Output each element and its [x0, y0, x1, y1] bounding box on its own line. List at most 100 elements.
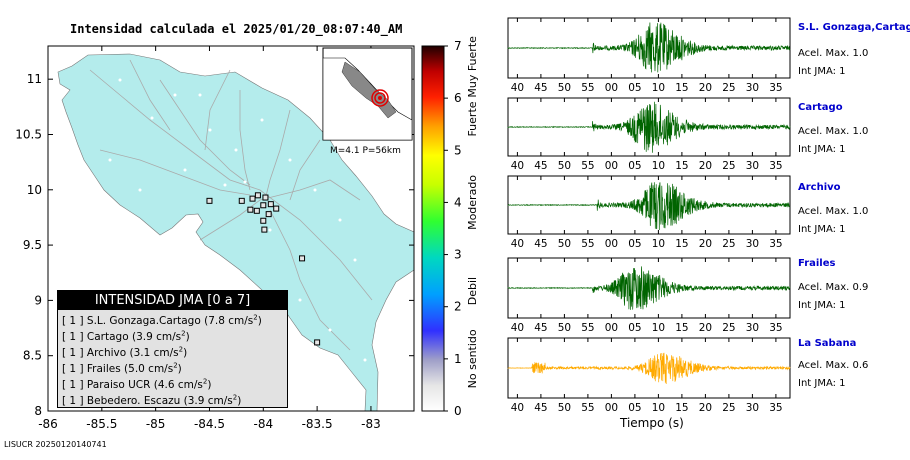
legend-level: [ 1 ]: [62, 347, 84, 359]
inset-costa-rica: [341, 61, 397, 119]
legend-unit-exponent: 2: [173, 361, 178, 370]
waveform-tick-label: 10: [652, 402, 665, 414]
waveform-tick-label: 10: [652, 238, 665, 250]
legend-station-name: Cartago: [86, 331, 132, 343]
map-x-tick-label: -83: [361, 417, 381, 431]
waveform-tick-label: 45: [534, 322, 547, 334]
station-marker: [206, 197, 213, 204]
waveform-tick-label: 25: [722, 402, 735, 414]
station-jma: Int JMA: 1: [798, 66, 846, 77]
waveform-tick-label: 45: [534, 402, 547, 414]
map-y-tick-label: 8.5: [23, 349, 42, 363]
legend-title: INTENSIDAD JMA [0 a 7]: [58, 291, 287, 310]
map-y-tick-label: 8: [34, 404, 42, 418]
map-x-tick-label: -85: [146, 417, 166, 431]
waveform-trace: [507, 22, 791, 73]
waveform-tick-label: 55: [581, 160, 594, 172]
station-marker: [267, 201, 274, 208]
legend-close-paren: ): [185, 331, 190, 343]
waveform-tick-label: 50: [558, 322, 571, 334]
map-y-tick-label: 9.5: [23, 238, 42, 252]
legend-station-name: Paraiso UCR: [86, 379, 154, 391]
legend-unit-exponent: 2: [178, 345, 184, 354]
waveform-tick-label: 55: [581, 402, 594, 414]
waveform-tick-label: 40: [511, 238, 524, 250]
waveform-tick-label: 30: [746, 82, 759, 94]
legend-accel-value: (3.9 cm/s: [131, 331, 182, 343]
colorbar-tick-label: 3: [454, 248, 462, 262]
waveform-tick-label: 50: [558, 82, 571, 94]
waveform-tick-label: 35: [769, 160, 782, 172]
station-accel: Acel. Max. 1.0: [798, 126, 869, 137]
station-name: Cartago: [798, 102, 843, 113]
legend-row: [ 1 ] Bebedero. Escazu (3.9 cm/s2): [58, 393, 287, 409]
legend-accel-value: (5.0 cm/s: [124, 363, 174, 375]
legend-level: [ 1 ]: [62, 331, 84, 343]
waveform-tick-label: 35: [769, 402, 782, 414]
legend-close-paren: ): [237, 395, 242, 407]
legend-station-name: Frailes: [86, 363, 125, 375]
waveform-tick-label: 20: [699, 238, 712, 250]
waveform-tick-label: 35: [769, 238, 782, 250]
waveform-tick-label: 50: [558, 160, 571, 172]
waveform-tick-label: 15: [675, 322, 688, 334]
waveform-tick-label: 20: [699, 322, 712, 334]
station-marker: [260, 202, 267, 209]
map-x-axis: -86 -85.5 -85 -84.5 -84 -83.5 -83: [38, 46, 381, 431]
station-jma: Int JMA: 1: [798, 144, 846, 155]
legend-accel-value: (7.8 cm/s: [204, 315, 254, 327]
legend-unit-exponent: 2: [232, 393, 238, 402]
station-marker: [260, 217, 267, 224]
waveform-tick-label: 20: [699, 160, 712, 172]
waveform-panel: 40 45 50 55 00 05 10 15 20 25 30 35: [507, 257, 791, 334]
map-x-tick-label: -84: [253, 417, 273, 431]
map-x-tick-label: -86: [38, 417, 58, 431]
map-y-tick-label: 10: [27, 183, 42, 197]
waveform-tick-label: 15: [675, 238, 688, 250]
station-marker: [314, 339, 321, 346]
intensity-colorbar: 0 1 2 3 4 5 6 7 No sentido Debil Moderado Fuerte Mu…: [421, 36, 479, 418]
map-y-tick-label: 9: [34, 293, 42, 307]
waveform-tick-label: 20: [699, 82, 712, 94]
waveform-panels: 40 45 50 55 00 05 10 15 20 25 30 35 40 45 50 55 00 05 10 15…: [507, 17, 791, 414]
station-name: S.L. Gonzaga,Cartago: [798, 22, 910, 33]
station-marker: [299, 255, 306, 262]
waveform-tick-label: 55: [581, 82, 594, 94]
waveform-tick-label: 00: [605, 82, 618, 94]
legend-row: [ 1 ] Frailes (5.0 cm/s2): [58, 361, 287, 377]
station-marker: [238, 197, 245, 204]
map-x-tick-label: -85.5: [86, 417, 117, 431]
map-y-tick-label: 11: [27, 72, 42, 86]
waveform-tick-label: 30: [746, 160, 759, 172]
legend-level: [ 1 ]: [62, 395, 84, 407]
waveform-tick-label: 05: [628, 402, 641, 414]
waveform-tick-label: 50: [558, 402, 571, 414]
station-marker: [249, 195, 256, 202]
colorbar-band-label: No sentido: [466, 329, 479, 388]
waveform-tick-label: 30: [746, 322, 759, 334]
inset-map: M=4.1 P=56km: [322, 47, 413, 156]
waveform-tick-label: 25: [722, 238, 735, 250]
station-marker: [247, 206, 254, 213]
waveform-tick-label: 50: [558, 238, 571, 250]
colorbar-tick-label: 2: [454, 300, 462, 314]
colorbar-tick-label: 4: [454, 195, 462, 209]
map-y-tick-label: 10.5: [15, 127, 42, 141]
legend-level: [ 1 ]: [62, 379, 84, 391]
waveform-tick-label: 25: [722, 82, 735, 94]
waveform-tick-label: 05: [628, 238, 641, 250]
map-x-tick-label: -83.5: [302, 417, 333, 431]
station-marker: [261, 226, 268, 233]
legend-close-paren: ): [183, 347, 188, 359]
colorbar-tick-label: 6: [454, 91, 462, 105]
waveform-trace: [507, 182, 791, 231]
waveform-tick-label: 05: [628, 82, 641, 94]
colorbar-tick-label: 7: [454, 39, 462, 53]
waveform-panel: 40 45 50 55 00 05 10 15 20 25 30 35: [507, 17, 791, 94]
colorbar-tick-label: 1: [454, 352, 462, 366]
waveform-tick-label: 30: [746, 238, 759, 250]
waveform-tick-label: 55: [581, 238, 594, 250]
legend-station-name: S.L. Gonzaga.Cartago: [86, 315, 205, 327]
legend-level: [ 1 ]: [62, 315, 84, 327]
